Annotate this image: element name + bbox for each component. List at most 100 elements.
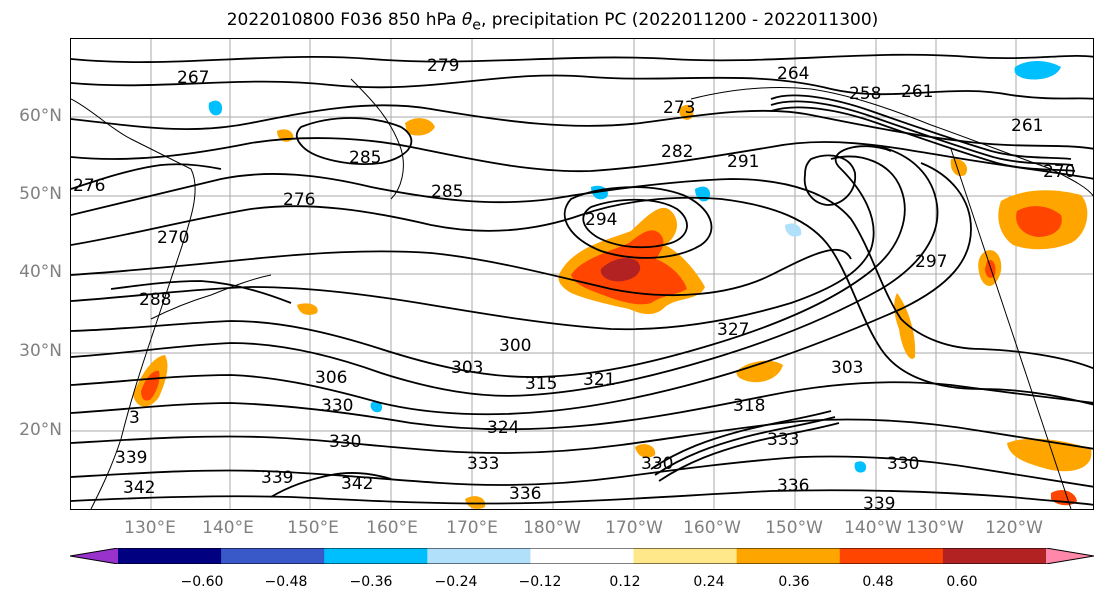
map-title: 2022010800 F036 850 hPa θe, precipitatio…	[0, 10, 1105, 33]
contour-line	[71, 455, 1093, 488]
lat-label-60: 60°N	[19, 106, 62, 126]
colorbar-segment	[633, 548, 738, 564]
contour-label: 342	[341, 474, 373, 494]
contour-dense	[110, 280, 292, 304]
colorbar-segment	[736, 548, 841, 564]
contour-dense	[770, 94, 1072, 160]
colorbar-extend-high	[1046, 548, 1094, 564]
contour-label: 321	[583, 370, 615, 390]
contour-label: 339	[863, 494, 895, 510]
colorbar-tick: 0.60	[946, 574, 978, 590]
contour-label: 318	[733, 396, 765, 416]
lon-label-120w: 120°W	[985, 518, 1043, 538]
contour-label: 285	[349, 148, 381, 168]
precip-shading	[133, 61, 1092, 509]
precip-blob-s1	[635, 444, 656, 458]
contour-label: 294	[585, 210, 617, 230]
lon-label-180w: 180°W	[523, 518, 581, 538]
contour-label: 261	[901, 82, 933, 102]
title-rest: , precipitation PC (2022011200 - 2022011…	[480, 10, 879, 30]
contour-label: 306	[315, 368, 347, 388]
colorbar-segment	[839, 548, 944, 564]
lon-label-160e: 160°E	[366, 518, 418, 538]
colorbar-segment	[530, 548, 635, 564]
precip-blob-neg5	[785, 223, 802, 237]
precip-blob-neg1	[1014, 61, 1061, 80]
contour-label: 333	[467, 454, 499, 474]
colorbar-tick: −0.48	[264, 574, 308, 590]
precip-blob-neg3	[208, 100, 223, 116]
contour-label: 270	[1043, 162, 1075, 182]
contour-label: 300	[499, 336, 531, 356]
coastlines	[71, 78, 1093, 509]
contour-dense	[270, 472, 392, 498]
map-svg: 267 279 264 258 261 261 270 276 273 285 …	[71, 39, 1093, 510]
colorbar-tick: 0.24	[693, 574, 725, 590]
precip-blob-southeast	[1007, 438, 1092, 472]
lon-label-170e: 170°E	[446, 518, 498, 538]
contour-label: 330	[329, 432, 361, 452]
contour-label: 267	[177, 68, 209, 88]
contour-label: 342	[123, 478, 155, 498]
colorbar-segment	[942, 548, 1047, 564]
lat-label-20: 20°N	[19, 420, 62, 440]
contour-line	[71, 418, 1093, 454]
title-main: 2022010800 F036 850 hPa	[226, 10, 457, 30]
contour-label: 297	[915, 252, 947, 272]
contour-closed	[582, 198, 688, 249]
contour-label: 282	[661, 142, 693, 162]
precip-blob-northeast-core	[1016, 206, 1062, 237]
contour-label: 288	[139, 290, 171, 310]
coastline-kamchatka	[350, 78, 404, 200]
contour-label: 330	[887, 454, 919, 474]
contour-dense	[71, 163, 222, 190]
precip-blob-s2	[465, 496, 486, 509]
contour-label: 330	[641, 454, 673, 474]
lat-label-30: 30°N	[19, 341, 62, 361]
contour-label: 285	[431, 182, 463, 202]
contour-line	[71, 145, 892, 331]
theta-e-contours	[71, 53, 1093, 506]
precip-blob-neg7	[370, 401, 383, 413]
precip-blob-mid	[297, 303, 318, 315]
contour-line	[71, 489, 1093, 506]
colorbar-tick: 0.12	[609, 574, 641, 590]
contour-dense	[770, 106, 1076, 172]
contour-label: 333	[767, 430, 799, 450]
contour-label: 336	[509, 484, 541, 504]
precip-blob-pacific	[736, 360, 783, 383]
colorbar	[69, 547, 1095, 565]
title-theta-sub: e	[472, 17, 481, 34]
contour-label: 303	[831, 358, 863, 378]
precip-blob-ne-orange	[950, 158, 968, 177]
precip-blob-neg2	[695, 186, 711, 202]
colorbar-tick: −0.36	[349, 574, 393, 590]
colorbar-tick: −0.12	[518, 574, 562, 590]
contour-label: 324	[487, 418, 519, 438]
lat-label-40: 40°N	[19, 262, 62, 282]
contour-line	[71, 173, 1093, 370]
contour-line	[71, 146, 939, 397]
contour-dense	[650, 410, 832, 470]
contour-line	[71, 196, 1093, 406]
contour-line	[71, 53, 1093, 64]
contour-line	[71, 249, 852, 296]
colorbar-tick: −0.24	[434, 574, 478, 590]
contour-label: 276	[73, 176, 105, 196]
colorbar-segment	[324, 548, 428, 564]
lon-label-170w: 170°W	[605, 518, 663, 538]
contour-label: 279	[427, 56, 459, 76]
contour-dense	[770, 100, 1074, 166]
contour-label: 258	[849, 84, 881, 104]
lon-label-140e: 140°E	[202, 518, 254, 538]
contour-label: 291	[727, 152, 759, 172]
contour-label: 303	[451, 358, 483, 378]
contour-label: 339	[115, 448, 147, 468]
title-theta: θ	[461, 10, 473, 30]
contour-line	[71, 381, 1093, 431]
lon-label-140w: 140°W	[844, 518, 902, 538]
contour-label: 276	[283, 190, 315, 210]
colorbar-segment	[427, 548, 531, 564]
lon-label-130w: 130°W	[906, 518, 964, 538]
contour-label: 264	[777, 64, 809, 84]
